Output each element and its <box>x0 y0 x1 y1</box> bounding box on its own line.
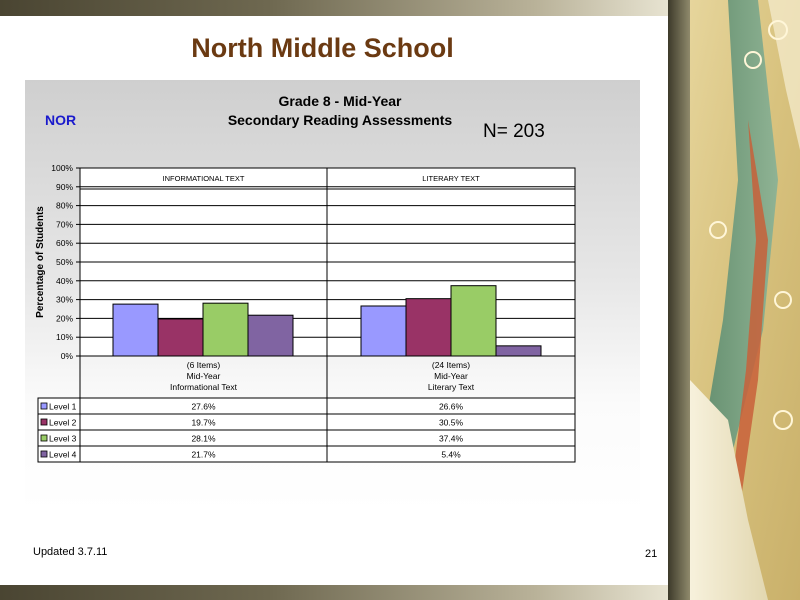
page-title: North Middle School <box>191 33 454 63</box>
y-axis-label: Percentage of Students <box>35 206 46 318</box>
bar-level-3 <box>202 302 249 357</box>
data-label: 28.1% <box>191 434 216 444</box>
bottom-decorative-bar <box>0 585 670 600</box>
bar-level-4 <box>247 314 294 357</box>
legend-label: Level 3 <box>49 434 77 444</box>
y-tick-label: 80% <box>56 201 73 211</box>
legend-swatch <box>40 418 48 426</box>
y-tick-label: 50% <box>56 257 73 267</box>
y-tick-label: 90% <box>56 182 73 192</box>
legend-label: Level 2 <box>49 418 77 428</box>
bar-level-2 <box>405 298 452 357</box>
chart-title-line2: Secondary Reading Assessments <box>227 112 453 128</box>
group-header: LITERARY TEXT <box>422 174 480 183</box>
chart-title: Grade 8 - Mid-Year Secondary Reading Ass… <box>180 92 500 130</box>
category-label: (24 Items) <box>432 360 470 370</box>
category-label: (6 Items) <box>187 360 221 370</box>
y-tick-label: 70% <box>56 219 73 229</box>
category-label: Mid-Year <box>434 371 468 381</box>
updated-date: Updated 3.7.11 <box>33 546 108 558</box>
legend-label: Level 1 <box>49 402 77 412</box>
top-decorative-bar <box>0 0 670 16</box>
decorative-side-image <box>668 0 800 600</box>
legend-swatch <box>40 434 48 442</box>
legend-swatch <box>40 402 48 410</box>
data-label: 30.5% <box>439 418 464 428</box>
category-label: Informational Text <box>170 382 238 392</box>
bar-level-4 <box>495 345 542 357</box>
bar-level-1 <box>112 303 159 357</box>
data-label: 5.4% <box>441 450 461 460</box>
y-tick-label: 20% <box>56 313 73 323</box>
legend-swatch <box>40 450 48 458</box>
data-label: 19.7% <box>191 418 216 428</box>
data-label: 37.4% <box>439 434 464 444</box>
bar-level-2 <box>157 318 204 357</box>
bar-level-1 <box>360 305 407 357</box>
y-tick-label: 30% <box>56 295 73 305</box>
y-tick-label: 60% <box>56 238 73 248</box>
data-label: 21.7% <box>191 450 216 460</box>
n-count: N= 203 <box>483 121 545 142</box>
y-tick-label: 0% <box>61 351 74 361</box>
y-tick-label: 10% <box>56 332 73 342</box>
bar-level-3 <box>450 285 497 357</box>
category-label: Literary Text <box>428 382 475 392</box>
category-label: Mid-Year <box>187 371 221 381</box>
y-tick-label: 100% <box>51 163 73 173</box>
group-header: INFORMATIONAL TEXT <box>163 174 245 183</box>
school-code: NOR <box>45 112 77 128</box>
y-tick-label: 40% <box>56 276 73 286</box>
page-number: 21 <box>645 548 658 560</box>
data-label: 26.6% <box>439 402 464 412</box>
data-label: 27.6% <box>191 402 216 412</box>
legend-label: Level 4 <box>49 450 77 460</box>
chart-title-line1: Grade 8 - Mid-Year <box>278 93 402 109</box>
